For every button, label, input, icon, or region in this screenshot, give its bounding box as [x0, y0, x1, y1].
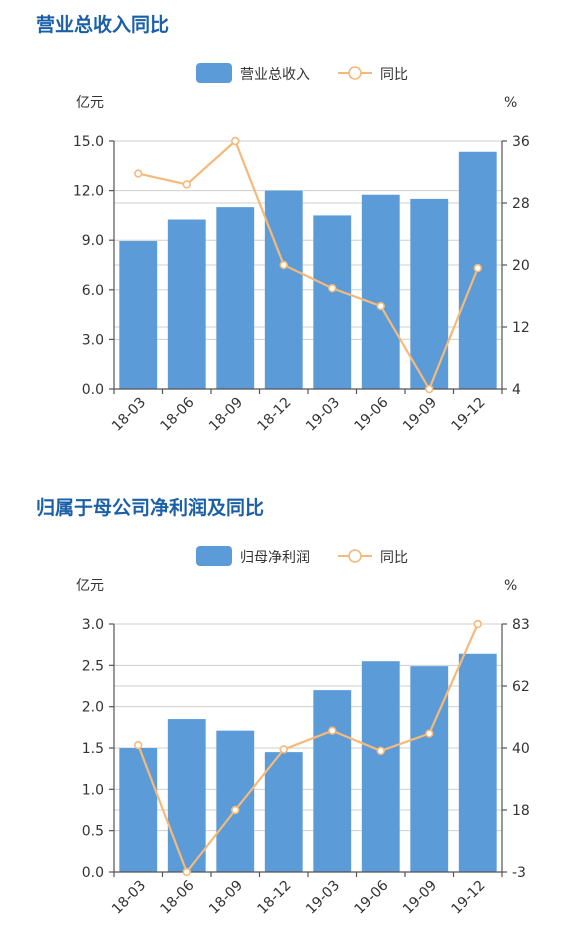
- bar-18-12: [264, 752, 303, 872]
- yoy-point-19-09: [425, 384, 434, 394]
- chart-2-title: 归属于母公司净利润及同比: [36, 497, 265, 519]
- right-tick-label: 62: [512, 679, 530, 695]
- bar-19-06: [361, 661, 400, 872]
- yoy-line: [137, 623, 479, 875]
- x-tick-label-19-12: 19-12: [448, 878, 488, 918]
- yoy-point-18-09: [231, 136, 240, 146]
- bar-18-03: [119, 748, 158, 872]
- right-tick-label: -3: [512, 865, 526, 881]
- x-tick-label-18-12: 18-12: [254, 878, 294, 918]
- left-tick-label: 0.0: [82, 382, 104, 398]
- yoy-line: [138, 139, 479, 392]
- x-tick-label-18-03: 18-03: [109, 878, 149, 918]
- right-tick-label: 36: [512, 134, 530, 150]
- bar-19-06: [361, 194, 400, 389]
- yoy-point-19-12: [473, 263, 482, 273]
- legend: 归母净利润 同比: [196, 546, 408, 566]
- x-tick-label-19-03: 19-03: [303, 395, 343, 435]
- left-tick-label: 2.0: [82, 700, 104, 716]
- x-tick-label-18-06: 18-06: [157, 877, 197, 917]
- legend-line-label: 同比: [380, 550, 408, 566]
- x-tick-label-18-09: 18-09: [206, 878, 246, 918]
- right-tick-label: 83: [512, 617, 530, 633]
- x-tick-label-19-09: 19-09: [400, 878, 440, 918]
- bar-19-03: [313, 690, 352, 872]
- bar-18-12: [264, 190, 303, 389]
- yoy-point-18-06: [182, 867, 191, 877]
- x-tick-label-18-09: 18-09: [206, 395, 246, 435]
- left-tick-label: 12.0: [73, 184, 104, 200]
- left-tick-label: 0.5: [82, 824, 104, 840]
- yoy-point-18-09: [231, 805, 240, 815]
- x-tick-label-19-06: 19-06: [351, 394, 391, 434]
- bar-18-09: [216, 730, 255, 872]
- yoy-point-19-06: [376, 301, 385, 311]
- left-tick-label: 1.0: [82, 782, 104, 798]
- yoy-point-19-09: [425, 729, 434, 738]
- left-tick-label: 3.0: [82, 332, 104, 348]
- yoy-point-18-03: [134, 169, 143, 178]
- yoy-point-18-03: [134, 740, 143, 750]
- right-tick-label: 4: [512, 382, 521, 398]
- left-tick-label: 2.5: [82, 658, 104, 674]
- yoy-point-18-06: [182, 180, 191, 189]
- bar-18-06: [167, 219, 206, 389]
- legend-bar-label: 归母净利润: [240, 549, 310, 566]
- bar-19-09: [410, 198, 449, 389]
- bar-19-12: [458, 653, 497, 872]
- x-tick-label-19-09: 19-09: [400, 395, 440, 435]
- right-axis-unit: %: [504, 578, 517, 594]
- legend-line-label: 同比: [380, 67, 408, 83]
- bar-18-03: [119, 241, 158, 389]
- right-tick-label: 12: [512, 320, 530, 336]
- chart-1-title: 营业总收入同比: [36, 14, 170, 36]
- right-tick-label: 18: [512, 803, 530, 819]
- legend-line-marker: [348, 549, 362, 563]
- right-axis-unit: %: [504, 95, 517, 111]
- legend: 营业总收入 同比: [196, 63, 408, 83]
- left-tick-label: 15.0: [73, 134, 104, 150]
- yoy-point-19-03: [328, 284, 337, 293]
- yoy-point-19-03: [328, 726, 337, 735]
- yoy-point-19-12: [473, 619, 482, 629]
- x-tick-label-18-03: 18-03: [109, 395, 149, 435]
- left-tick-label: 6.0: [82, 283, 104, 299]
- right-tick-label: 20: [512, 258, 530, 274]
- left-tick-label: 3.0: [82, 617, 104, 633]
- bar-18-09: [216, 207, 255, 389]
- x-tick-label-19-03: 19-03: [303, 878, 343, 918]
- yoy-point-18-12: [279, 745, 288, 754]
- legend-bar-label: 营业总收入: [240, 67, 310, 83]
- bar-19-03: [313, 215, 352, 389]
- bar-19-09: [410, 666, 449, 872]
- x-tick-label-19-06: 19-06: [351, 877, 391, 917]
- yoy-point-18-12: [279, 260, 288, 270]
- x-tick-label-18-12: 18-12: [254, 395, 294, 435]
- right-tick-label: 28: [512, 196, 530, 212]
- left-axis-unit: 亿元: [76, 578, 104, 594]
- x-tick-label-18-06: 18-06: [157, 394, 197, 434]
- right-tick-label: 40: [512, 741, 530, 757]
- left-tick-label: 9.0: [82, 233, 104, 249]
- left-tick-label: 0.0: [82, 865, 104, 881]
- x-tick-label-19-12: 19-12: [448, 395, 488, 435]
- left-axis-unit: 亿元: [76, 95, 104, 111]
- left-tick-label: 1.5: [82, 741, 104, 757]
- yoy-point-19-06: [376, 746, 385, 756]
- legend-bar-swatch: [196, 63, 232, 83]
- legend-bar-swatch: [196, 546, 232, 566]
- legend-line-marker: [348, 66, 362, 80]
- bar-18-06: [167, 719, 206, 872]
